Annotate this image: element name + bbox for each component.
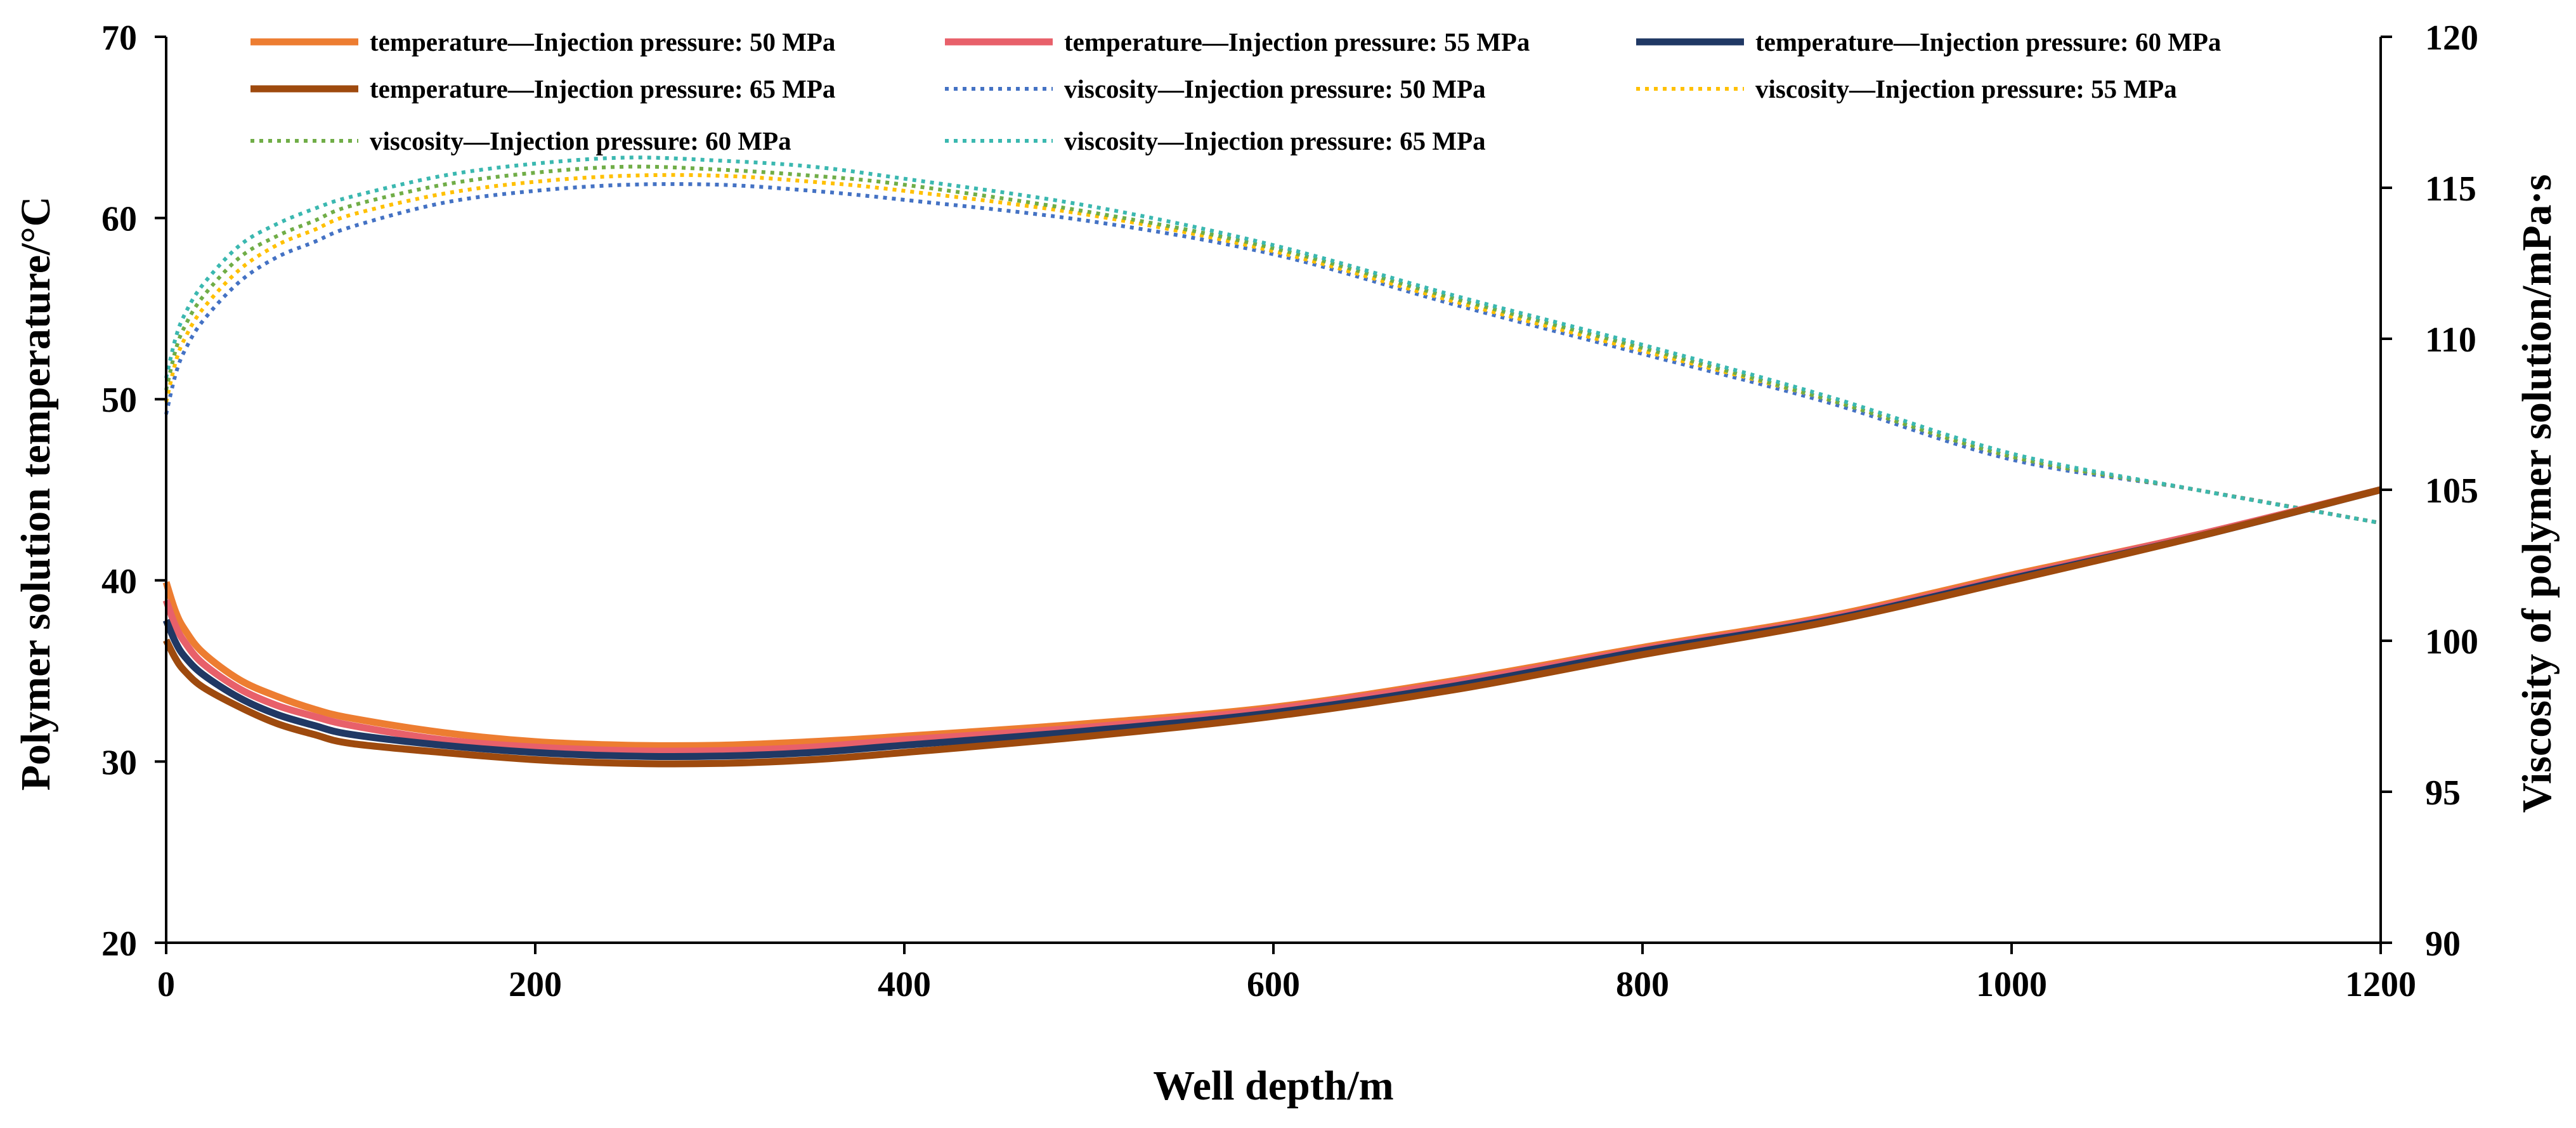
viscosity-series-60mpa <box>164 164 2381 525</box>
y-left-tick-label: 30 <box>101 743 137 782</box>
y-axis-left-title: Polymer solution temperature/°C <box>13 197 59 791</box>
legend-label: viscosity—Injection pressure: 60 MPa <box>370 126 791 155</box>
legend-item: viscosity—Injection pressure: 50 MPa <box>945 74 1486 103</box>
legend-item: temperature—Injection pressure: 50 MPa <box>250 27 835 56</box>
series-layer <box>162 155 2382 768</box>
legend-label: viscosity—Injection pressure: 55 MPa <box>1755 74 2177 103</box>
y-left-tick-label: 40 <box>101 562 137 601</box>
temperature-series-65mpa <box>163 486 2382 768</box>
y-right-tick-label: 100 <box>2425 622 2478 662</box>
axes-layer <box>165 37 2382 944</box>
legend-label: viscosity—Injection pressure: 50 MPa <box>1064 74 1486 103</box>
viscosity-series-50mpa <box>164 182 2381 525</box>
legend-label: temperature—Injection pressure: 65 MPa <box>370 74 835 103</box>
y-right-tick-label: 110 <box>2425 320 2476 360</box>
legend-item: temperature—Injection pressure: 65 MPa <box>250 74 835 103</box>
x-tick-label: 0 <box>157 965 175 1004</box>
legend-label: viscosity—Injection pressure: 65 MPa <box>1064 126 1486 155</box>
y-right-tick-label: 120 <box>2425 18 2478 58</box>
y-left-tick-label: 50 <box>101 381 137 420</box>
viscosity-series-65mpa <box>164 155 2381 525</box>
y-right-tick-label: 90 <box>2425 924 2461 964</box>
x-tick-label: 800 <box>1616 965 1669 1004</box>
x-axis-title: Well depth/m <box>1153 1063 1394 1109</box>
legend-item: temperature—Injection pressure: 55 MPa <box>945 27 1530 56</box>
legend-item: viscosity—Injection pressure: 65 MPa <box>945 126 1486 155</box>
legend-item: viscosity—Injection pressure: 60 MPa <box>250 126 791 155</box>
x-tick-label: 600 <box>1247 965 1300 1004</box>
legend-label: temperature—Injection pressure: 60 MPa <box>1755 27 2221 56</box>
y-right-tick-label: 95 <box>2425 773 2461 813</box>
y-right-tick-label: 115 <box>2425 169 2476 209</box>
y-axis-right-title: Viscosity of polymer solution/mPa·s <box>2514 174 2560 813</box>
legend-item: viscosity—Injection pressure: 55 MPa <box>1636 74 2177 103</box>
x-tick-label: 200 <box>509 965 562 1004</box>
viscosity-series-55mpa <box>164 173 2381 525</box>
legend-label: temperature—Injection pressure: 50 MPa <box>370 27 835 56</box>
legend-label: temperature—Injection pressure: 55 MPa <box>1064 27 1530 56</box>
x-tick-label: 400 <box>878 965 931 1004</box>
x-tick-label: 1200 <box>2345 965 2416 1004</box>
legend-item: temperature—Injection pressure: 60 MPa <box>1636 27 2221 56</box>
ticks-layer: 0 200 400 600 800 1000 1200 20 30 40 50 60 70 90 95 100… <box>101 18 2478 1004</box>
legend: temperature—Injection pressure: 50 MPa te… <box>250 27 2221 155</box>
y-left-tick-label: 20 <box>101 924 137 964</box>
y-left-tick-label: 70 <box>101 18 137 58</box>
x-tick-label: 1000 <box>1976 965 2047 1004</box>
y-right-tick-label: 105 <box>2425 471 2478 511</box>
y-left-tick-label: 60 <box>101 200 137 239</box>
